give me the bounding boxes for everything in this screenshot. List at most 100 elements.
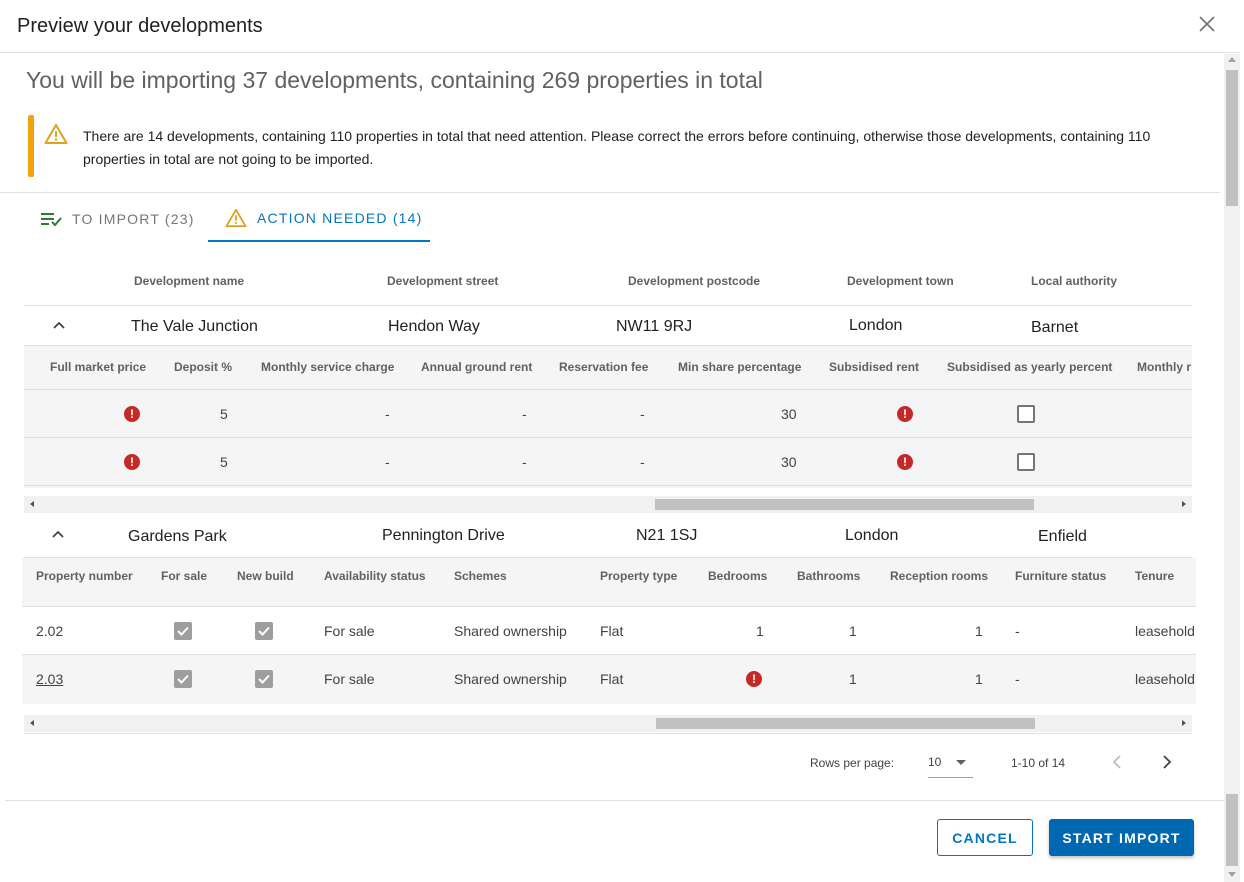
chevron-up-icon[interactable] xyxy=(51,529,65,539)
column-header: Min share percentage xyxy=(678,360,802,374)
column-header: Development street xyxy=(387,274,499,288)
column-header: Local authority xyxy=(1031,274,1118,288)
tab-action-needed[interactable]: ACTION NEEDED (14) xyxy=(208,196,430,242)
development-postcode: N21 1SJ xyxy=(636,527,698,544)
development-name: The Vale Junction xyxy=(131,318,258,335)
for-sale-checkbox[interactable] xyxy=(174,622,192,640)
min-share-cell: 30 xyxy=(781,406,797,422)
scroll-left-icon[interactable] xyxy=(30,720,34,726)
alert-accent-bar xyxy=(28,115,34,177)
column-header: Monthly r xyxy=(1137,360,1191,374)
error-icon: ! xyxy=(897,454,913,470)
development-street: Pennington Drive xyxy=(382,527,505,544)
tab-to-import[interactable]: TO IMPORT (23) xyxy=(40,196,195,242)
reservation-fee-cell: - xyxy=(640,406,645,422)
column-header: Reservation fee xyxy=(559,360,649,374)
development-row[interactable]: Gardens Park Pennington Drive N21 1SJ Lo… xyxy=(24,514,1192,558)
scrollbar-thumb[interactable] xyxy=(656,718,1035,729)
new-build-checkbox[interactable] xyxy=(255,670,273,688)
column-header: Monthly service charge xyxy=(261,360,395,374)
reception-rooms-cell: 1 xyxy=(975,671,983,687)
development-row[interactable]: The Vale Junction Hendon Way NW11 9RJ Lo… xyxy=(24,306,1192,346)
chevron-up-icon[interactable] xyxy=(52,320,66,330)
scroll-down-icon[interactable] xyxy=(1228,872,1236,877)
column-header: Deposit % xyxy=(174,360,233,374)
tenure-cell: leasehold xyxy=(1135,671,1195,687)
availability-cell: For sale xyxy=(324,671,375,687)
property-type-cell: Flat xyxy=(600,671,624,687)
error-icon: ! xyxy=(124,454,140,470)
tab-label: TO IMPORT (23) xyxy=(72,211,195,227)
horizontal-scrollbar[interactable] xyxy=(24,715,1192,732)
deposit-cell: 5 xyxy=(220,454,228,470)
column-header: Bathrooms xyxy=(797,569,861,583)
start-import-button[interactable]: START IMPORT xyxy=(1049,819,1194,856)
error-icon: ! xyxy=(746,671,762,687)
column-header: Reception rooms xyxy=(890,569,989,583)
column-header: Bedrooms xyxy=(708,569,768,583)
tenure-cell: leasehold xyxy=(1135,623,1195,639)
column-header: Full market price xyxy=(50,360,147,374)
new-build-checkbox[interactable] xyxy=(255,622,273,640)
cancel-button[interactable]: CANCEL xyxy=(937,819,1033,856)
scroll-right-icon[interactable] xyxy=(1182,501,1186,507)
availability-cell: For sale xyxy=(324,623,375,639)
chevron-left-icon[interactable] xyxy=(1108,752,1128,772)
property-number: 2.02 xyxy=(36,623,64,639)
property-number-link[interactable]: 2.03 xyxy=(36,671,64,687)
subsidised-yearly-checkbox[interactable] xyxy=(1017,405,1035,423)
alert-message: There are 14 developments, containing 11… xyxy=(83,128,1151,167)
schemes-cell: Shared ownership xyxy=(454,671,567,687)
column-header: Subsidised as yearly percent xyxy=(947,360,1113,374)
scroll-up-icon[interactable] xyxy=(1228,57,1236,62)
development-name: Gardens Park xyxy=(128,528,227,545)
dialog-header: Preview your developments xyxy=(0,0,1240,53)
scrollbar-thumb-lower[interactable] xyxy=(1226,794,1238,866)
attention-alert: There are 14 developments, containing 11… xyxy=(28,115,1208,177)
column-header: Development postcode xyxy=(628,274,761,288)
service-charge-cell: - xyxy=(385,406,390,422)
chevron-right-icon[interactable] xyxy=(1156,752,1176,772)
for-sale-checkbox[interactable] xyxy=(174,670,192,688)
vertical-scrollbar[interactable] xyxy=(1224,54,1240,882)
development-postcode: NW11 9RJ xyxy=(616,318,693,335)
table-row: 2.02 For sale Shared ownership Flat 1 1 … xyxy=(22,607,1196,655)
bathrooms-cell: 1 xyxy=(849,671,857,687)
column-header: Annual ground rent xyxy=(421,360,533,374)
column-header: Development name xyxy=(134,274,245,288)
column-header: Development town xyxy=(847,274,954,288)
scroll-left-icon[interactable] xyxy=(30,501,34,507)
column-header: Tenure xyxy=(1135,569,1175,583)
furniture-status-cell: - xyxy=(1015,623,1020,639)
horizontal-scrollbar[interactable] xyxy=(24,496,1192,513)
development-table-header: Development name Development street Deve… xyxy=(24,258,1192,306)
property-type-cell: Flat xyxy=(600,623,624,639)
playlist-check-icon xyxy=(41,213,62,227)
close-icon[interactable] xyxy=(1195,12,1219,36)
reservation-fee-cell: - xyxy=(640,454,645,470)
divider xyxy=(5,800,1224,801)
pagination: Rows per page: 10 1-10 of 14 xyxy=(810,750,1180,780)
reception-rooms-cell: 1 xyxy=(975,623,983,639)
deposit-cell: 5 xyxy=(220,406,228,422)
scrollbar-thumb[interactable] xyxy=(1226,70,1238,206)
error-icon: ! xyxy=(897,406,913,422)
error-icon: ! xyxy=(124,406,140,422)
warning-icon xyxy=(44,124,68,144)
rows-per-page-select[interactable]: 10 xyxy=(928,750,973,778)
rows-per-page-label: Rows per page: xyxy=(810,756,895,770)
table-row: ! 5 - - - 30 ! xyxy=(24,390,1192,438)
furniture-status-cell: - xyxy=(1015,671,1020,687)
schemes-cell: Shared ownership xyxy=(454,623,567,639)
local-authority: Barnet xyxy=(1031,319,1079,336)
column-header: For sale xyxy=(161,569,208,583)
column-header: Property type xyxy=(600,569,678,583)
min-share-cell: 30 xyxy=(781,454,797,470)
scroll-right-icon[interactable] xyxy=(1182,720,1186,726)
property-subtable: Property number For sale New build Avail… xyxy=(22,558,1196,704)
table-row: 2.03 For sale Shared ownership Flat ! 1 … xyxy=(22,655,1196,703)
rows-per-page-value: 10 xyxy=(928,755,942,769)
scrollbar-thumb[interactable] xyxy=(655,499,1034,510)
column-header: Availability status xyxy=(324,569,426,583)
subsidised-yearly-checkbox[interactable] xyxy=(1017,453,1035,471)
